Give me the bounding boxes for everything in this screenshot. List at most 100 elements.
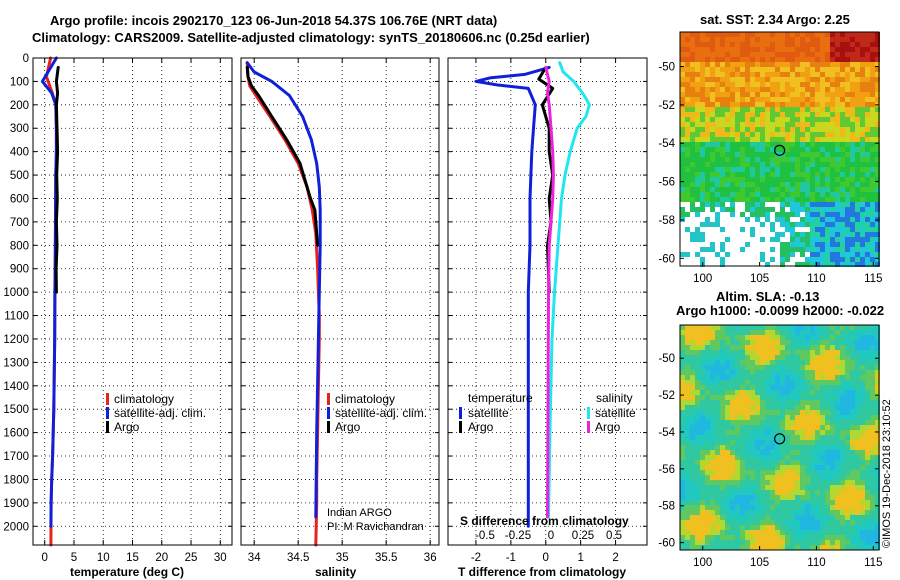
map-cell: [855, 430, 860, 435]
map-cell: [805, 82, 810, 87]
map-cell: [870, 345, 875, 350]
map-cell: [685, 112, 690, 117]
map-cell: [720, 405, 725, 410]
map-cell: [815, 227, 820, 232]
map-cell: [835, 102, 840, 107]
map-cell: [770, 82, 775, 87]
map-cell: [805, 500, 810, 505]
map-cell: [765, 212, 770, 217]
map-cell: [810, 182, 815, 187]
map-cell: [850, 62, 855, 67]
map-cell: [755, 520, 760, 525]
map-cell: [775, 62, 780, 67]
map-cell: [810, 405, 815, 410]
map-cell: [725, 435, 730, 440]
map-cell: [745, 515, 750, 520]
map-cell: [720, 77, 725, 82]
map-cell: [700, 142, 705, 147]
map-cell: [750, 495, 755, 500]
map-cell: [790, 102, 795, 107]
map-cell: [870, 535, 875, 540]
map-cell: [850, 87, 855, 92]
map-cell: [690, 232, 695, 237]
x-tick-label: 2: [612, 552, 618, 564]
map-cell: [755, 365, 760, 370]
map-cell: [790, 405, 795, 410]
map-cell: [740, 72, 745, 77]
map-cell: [710, 107, 715, 112]
map-cell: [810, 177, 815, 182]
map-cell: [695, 227, 700, 232]
map-cell: [720, 212, 725, 217]
map-cell: [820, 540, 825, 545]
map-cell: [790, 340, 795, 345]
map-cell: [870, 445, 875, 450]
map-cell: [825, 365, 830, 370]
map-cell: [865, 102, 870, 107]
map-cell: [765, 365, 770, 370]
map-cell: [680, 112, 685, 117]
map-cell: [745, 410, 750, 415]
map-cell: [800, 455, 805, 460]
map-cell: [825, 510, 830, 515]
map-cell: [785, 470, 790, 475]
map-cell: [745, 262, 750, 267]
map-cell: [780, 355, 785, 360]
map-cell: [825, 530, 830, 535]
depth-tick-label: 1400: [3, 381, 29, 393]
map-cell: [840, 197, 845, 202]
map-cell: [790, 122, 795, 127]
map-cell: [695, 247, 700, 252]
map-cell: [735, 137, 740, 142]
map-cell: [795, 475, 800, 480]
map-cell: [830, 107, 835, 112]
map-cell: [780, 87, 785, 92]
map-cell: [790, 62, 795, 67]
map-cell: [710, 445, 715, 450]
map-cell: [780, 42, 785, 47]
map-cell: [850, 540, 855, 545]
map-cell: [800, 227, 805, 232]
map-cell: [740, 325, 745, 330]
map-cell: [835, 525, 840, 530]
map-cell: [870, 540, 875, 545]
map-cell: [850, 137, 855, 142]
map-cell: [865, 92, 870, 97]
map-cell: [765, 350, 770, 355]
map-cell: [835, 117, 840, 122]
map-cell: [860, 102, 865, 107]
map-cell: [745, 107, 750, 112]
map-cell: [690, 375, 695, 380]
map-cell: [865, 410, 870, 415]
map-cell: [745, 400, 750, 405]
map-cell: [855, 197, 860, 202]
map-cell: [680, 525, 685, 530]
map-cell: [735, 182, 740, 187]
map-cell: [870, 222, 875, 227]
map-cell: [815, 137, 820, 142]
map-cell: [790, 217, 795, 222]
map-cell: [700, 360, 705, 365]
map-cell: [760, 67, 765, 72]
map-cell: [785, 152, 790, 157]
map-cell: [695, 187, 700, 192]
map-cell: [750, 405, 755, 410]
map-cell: [695, 530, 700, 535]
map-cell: [770, 252, 775, 257]
map-cell: [725, 187, 730, 192]
map-cell: [875, 82, 880, 87]
map-cell: [835, 540, 840, 545]
map-cell: [750, 62, 755, 67]
map-cell: [690, 87, 695, 92]
map-cell: [720, 97, 725, 102]
map-cell: [865, 495, 870, 500]
map-cell: [770, 375, 775, 380]
map-cell: [850, 400, 855, 405]
map-cell: [685, 97, 690, 102]
map-cell: [765, 355, 770, 360]
map-cell: [715, 350, 720, 355]
map-cell: [865, 340, 870, 345]
map-cell: [875, 505, 880, 510]
depth-tick-label: 1100: [4, 311, 29, 323]
map-cell: [760, 87, 765, 92]
